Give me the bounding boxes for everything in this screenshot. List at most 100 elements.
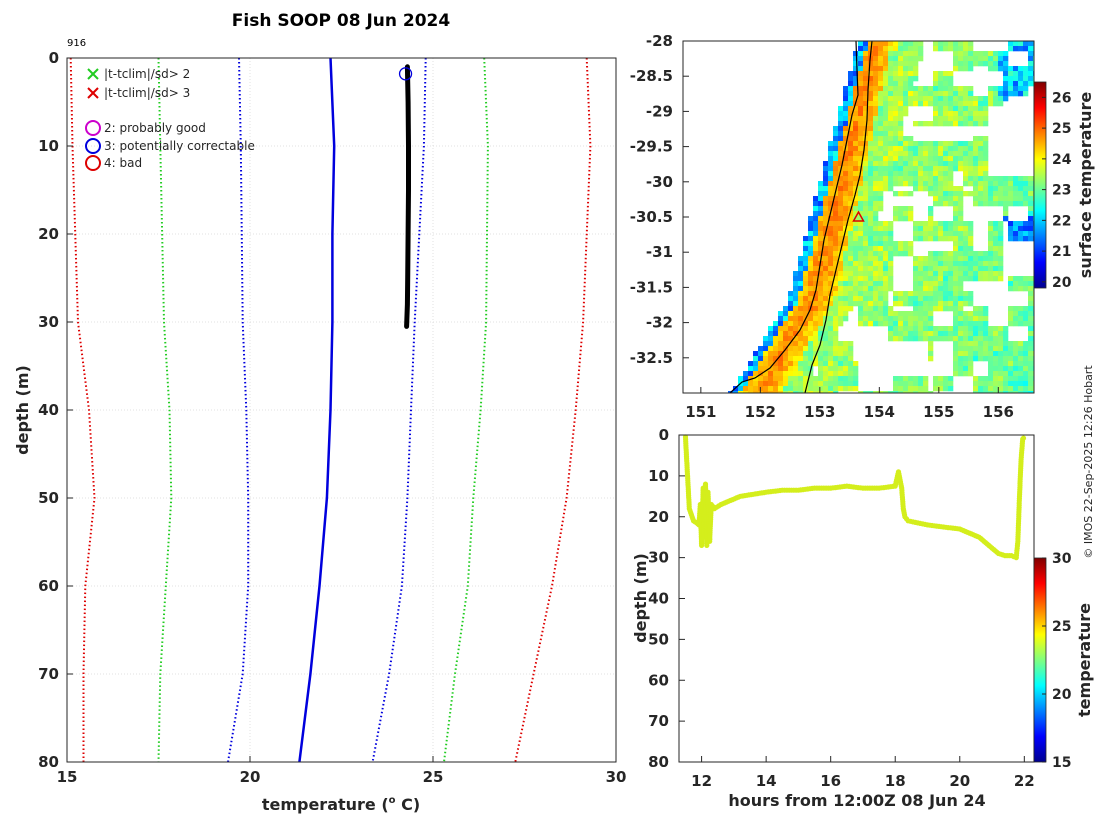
sst-cell <box>748 361 754 367</box>
sst-cell <box>838 301 844 307</box>
sst-cell <box>833 261 839 267</box>
sst-cell <box>953 246 959 252</box>
sst-cell <box>953 61 959 67</box>
sst-cell <box>873 241 879 247</box>
sst-cell <box>928 176 934 182</box>
sst-cell <box>958 91 964 97</box>
sst-cell <box>788 361 794 367</box>
sst-cell <box>893 116 899 122</box>
sst-cell <box>873 201 879 207</box>
sst-cell <box>928 161 934 167</box>
sst-cell <box>963 96 969 102</box>
sst-cell <box>848 301 854 307</box>
sst-cell <box>998 101 1004 107</box>
sst-cell <box>943 141 949 147</box>
sst-cell <box>948 101 954 107</box>
sst-cell <box>873 116 879 122</box>
sst-cell <box>813 281 819 287</box>
sst-cell <box>783 356 789 362</box>
sst-cell <box>848 71 854 77</box>
sst-cell <box>868 221 874 227</box>
sst-cell <box>958 296 964 302</box>
sst-cell <box>1023 81 1029 87</box>
sst-cell <box>893 191 899 197</box>
sst-cell <box>838 106 844 112</box>
sst-cell <box>888 231 894 237</box>
sst-cell <box>833 196 839 202</box>
sst-cell <box>813 241 819 247</box>
sst-cell <box>953 291 959 297</box>
series-mean-3sd <box>514 57 592 763</box>
sst-cell <box>868 286 874 292</box>
sst-cell <box>788 346 794 352</box>
sst-cell <box>1008 386 1014 392</box>
sst-cell <box>1003 371 1009 377</box>
sst-cell <box>958 166 964 172</box>
sst-cell <box>1023 201 1029 207</box>
sst-cell <box>808 286 814 292</box>
sst-cell <box>973 271 979 277</box>
sst-cell <box>793 361 799 367</box>
sst-cell <box>1023 181 1029 187</box>
sst-cell <box>878 201 884 207</box>
sst-cell <box>928 346 934 352</box>
sst-cell <box>883 291 889 297</box>
sst-cell <box>843 151 849 157</box>
sst-cell <box>938 306 944 312</box>
sst-cell <box>873 211 879 217</box>
y-tick-label: 30 <box>38 313 59 331</box>
sst-cell <box>778 326 784 332</box>
sst-cell <box>1008 201 1014 207</box>
sst-cell <box>848 256 854 262</box>
sst-cell <box>833 351 839 357</box>
sst-cell <box>943 181 949 187</box>
sst-cell <box>868 111 874 117</box>
sst-cell <box>1018 81 1024 87</box>
sst-cell <box>878 76 884 82</box>
sst-cell <box>863 171 869 177</box>
sst-cell <box>868 116 874 122</box>
sst-cell <box>883 271 889 277</box>
sst-cell <box>983 391 989 393</box>
sst-cell <box>818 326 824 332</box>
sst-cell <box>843 386 849 392</box>
sst-cell <box>993 246 999 252</box>
sst-cell <box>788 371 794 377</box>
sst-cell <box>813 346 819 352</box>
sst-cell <box>903 166 909 172</box>
sst-cell <box>908 141 914 147</box>
sst-cell <box>953 161 959 167</box>
sst-cell <box>893 51 899 57</box>
sst-cell <box>1023 391 1029 393</box>
sst-cell <box>973 316 979 322</box>
sst-cell <box>943 186 949 192</box>
sst-cell <box>958 291 964 297</box>
sst-cell <box>1008 236 1014 242</box>
sst-cell <box>943 276 949 282</box>
sst-cell <box>903 141 909 147</box>
sst-cell <box>823 226 829 232</box>
sst-cell <box>903 76 909 82</box>
sst-cell <box>993 371 999 377</box>
sst-cell <box>963 311 969 317</box>
sst-cell <box>818 346 824 352</box>
sst-cell <box>768 331 774 337</box>
sst-cell <box>1003 81 1009 87</box>
track-y-tick-label: 10 <box>648 467 669 485</box>
sst-cell <box>968 261 974 267</box>
sst-cell <box>893 136 899 142</box>
sst-cell <box>1013 46 1019 52</box>
sst-cell <box>768 371 774 377</box>
sst-cell <box>843 166 849 172</box>
sst-cell <box>923 221 929 227</box>
sst-cell <box>913 336 919 342</box>
sst-cell <box>833 286 839 292</box>
sst-cell <box>888 166 894 172</box>
sst-cell <box>978 146 984 152</box>
sst-cell <box>878 91 884 97</box>
sst-cell <box>1013 276 1019 282</box>
sst-cell <box>1008 196 1014 202</box>
sst-cell <box>968 231 974 237</box>
sst-cell <box>1013 221 1019 227</box>
